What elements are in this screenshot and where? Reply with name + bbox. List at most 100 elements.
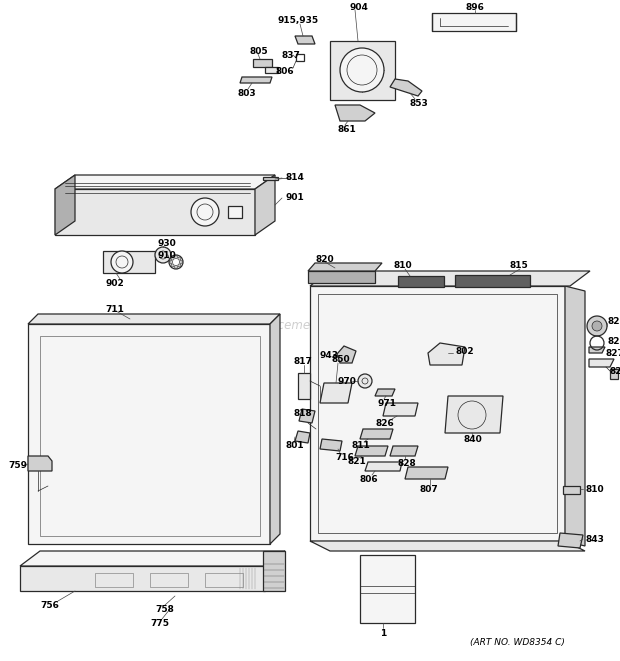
- Text: 840: 840: [463, 434, 482, 444]
- Text: 827: 827: [605, 348, 620, 358]
- Text: 837: 837: [281, 50, 300, 59]
- Text: 826: 826: [375, 418, 394, 428]
- Polygon shape: [405, 467, 448, 479]
- Polygon shape: [255, 175, 275, 235]
- Bar: [150, 573, 188, 587]
- Bar: [228, 206, 242, 218]
- Polygon shape: [295, 431, 310, 443]
- Text: 828: 828: [398, 459, 417, 467]
- Polygon shape: [589, 359, 614, 367]
- Polygon shape: [299, 409, 315, 423]
- Text: 943: 943: [320, 350, 339, 360]
- Text: 817: 817: [294, 356, 313, 366]
- Text: 822: 822: [609, 368, 620, 377]
- Circle shape: [174, 256, 177, 258]
- Polygon shape: [265, 67, 278, 73]
- Polygon shape: [28, 456, 52, 471]
- Polygon shape: [55, 175, 275, 189]
- Polygon shape: [55, 175, 75, 235]
- Polygon shape: [335, 105, 375, 121]
- Polygon shape: [365, 462, 402, 471]
- Polygon shape: [330, 41, 395, 100]
- Text: 801: 801: [285, 442, 304, 451]
- Circle shape: [178, 257, 181, 260]
- Circle shape: [358, 374, 372, 388]
- Text: 901: 901: [285, 194, 304, 202]
- Polygon shape: [375, 389, 395, 396]
- Polygon shape: [565, 286, 585, 546]
- Polygon shape: [610, 369, 618, 379]
- Text: eReplacementParts.com: eReplacementParts.com: [238, 319, 382, 332]
- Circle shape: [111, 251, 133, 273]
- Polygon shape: [103, 251, 155, 273]
- Text: 815: 815: [510, 262, 529, 270]
- Text: 821: 821: [348, 457, 367, 465]
- Bar: [360, 555, 415, 623]
- Text: 850: 850: [332, 354, 351, 364]
- Circle shape: [592, 321, 602, 331]
- Text: 896: 896: [466, 3, 484, 13]
- Polygon shape: [558, 533, 583, 548]
- Polygon shape: [20, 551, 285, 566]
- Text: 806: 806: [275, 67, 294, 75]
- Text: 807: 807: [420, 485, 439, 494]
- Polygon shape: [240, 77, 272, 83]
- Circle shape: [170, 260, 173, 264]
- Polygon shape: [432, 13, 516, 31]
- Text: 904: 904: [350, 3, 369, 13]
- Circle shape: [178, 264, 181, 267]
- Polygon shape: [445, 396, 503, 433]
- Polygon shape: [295, 36, 315, 44]
- Text: 829: 829: [608, 317, 620, 325]
- Text: (ART NO. WD8354 C): (ART NO. WD8354 C): [470, 639, 565, 648]
- Text: 814: 814: [285, 173, 304, 182]
- Text: 915,935: 915,935: [278, 17, 319, 26]
- Polygon shape: [253, 59, 272, 67]
- Polygon shape: [55, 189, 255, 235]
- Polygon shape: [383, 403, 418, 416]
- Polygon shape: [398, 276, 444, 287]
- Bar: [95, 573, 133, 587]
- Polygon shape: [310, 286, 565, 541]
- Text: 971: 971: [378, 399, 397, 407]
- Text: 810: 810: [394, 262, 413, 270]
- Polygon shape: [428, 343, 465, 365]
- Circle shape: [155, 247, 171, 263]
- Circle shape: [179, 260, 182, 264]
- Text: 759: 759: [8, 461, 27, 469]
- Polygon shape: [308, 271, 375, 283]
- Polygon shape: [589, 347, 605, 353]
- Polygon shape: [270, 314, 280, 544]
- Text: 930: 930: [158, 239, 177, 247]
- Circle shape: [174, 265, 177, 268]
- Text: 861: 861: [338, 124, 356, 134]
- Text: 970: 970: [337, 377, 356, 385]
- Polygon shape: [563, 486, 580, 494]
- Text: 853: 853: [410, 98, 429, 108]
- Polygon shape: [390, 79, 422, 96]
- Text: 802: 802: [455, 346, 474, 356]
- Text: 756: 756: [40, 600, 59, 609]
- Polygon shape: [390, 446, 418, 456]
- Circle shape: [340, 48, 384, 92]
- Polygon shape: [320, 439, 342, 451]
- Text: 843: 843: [585, 535, 604, 543]
- Polygon shape: [310, 541, 585, 551]
- Text: 775: 775: [150, 619, 169, 627]
- Polygon shape: [310, 271, 590, 286]
- Text: 711: 711: [105, 305, 124, 313]
- Text: 818: 818: [293, 408, 312, 418]
- Text: 910: 910: [158, 251, 177, 260]
- Polygon shape: [263, 177, 278, 180]
- Bar: [263, 551, 285, 591]
- Polygon shape: [360, 429, 393, 439]
- Text: 823: 823: [608, 336, 620, 346]
- Polygon shape: [28, 324, 270, 544]
- Circle shape: [587, 316, 607, 336]
- Text: 803: 803: [237, 89, 255, 98]
- Text: 902: 902: [105, 278, 124, 288]
- Text: 811: 811: [352, 440, 371, 449]
- Bar: [205, 573, 243, 587]
- Text: 820: 820: [315, 254, 334, 264]
- Polygon shape: [320, 383, 352, 403]
